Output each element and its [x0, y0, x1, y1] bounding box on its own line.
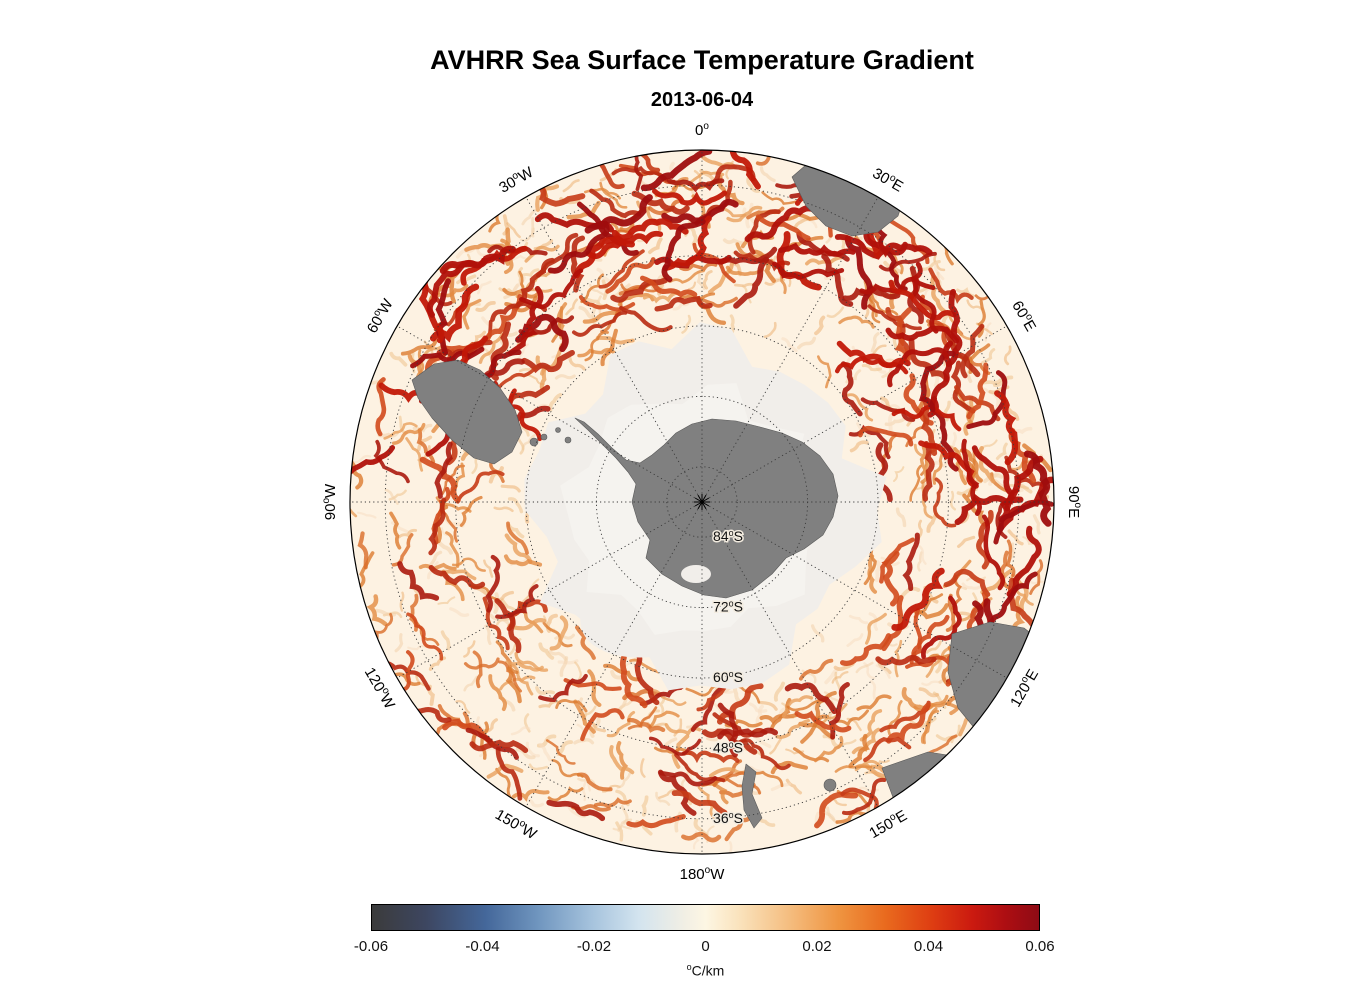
- lat-label: 36oS: [713, 810, 743, 826]
- figure-title: AVHRR Sea Surface Temperature Gradient: [430, 45, 974, 75]
- unit-text: C/km: [691, 962, 725, 979]
- lat-label: 48oS: [713, 739, 743, 755]
- colorbar: [371, 904, 1040, 931]
- falkland-island: [529, 437, 539, 447]
- graticule: [350, 150, 1054, 854]
- colorbar-tick-row: -0.06 -0.04 -0.02 0 0.02 0.04 0.06: [354, 938, 1055, 958]
- polar-map: 84oS 72oS 60oS 48oS 36oS 0o 30oE 60oE 90oE 120oE 1…: [321, 121, 1083, 883]
- lat-label: 84oS: [713, 528, 743, 544]
- lon-label: 60oE: [1008, 298, 1040, 335]
- map-boundary: [349, 149, 1055, 855]
- peninsula-island: [564, 436, 572, 444]
- lon-label: 120oE: [1006, 666, 1042, 710]
- colorbar-tick-label: -0.04: [465, 938, 500, 955]
- landmasses: [411, 150, 1054, 837]
- colorbar-tick-label: -0.02: [576, 938, 612, 955]
- lon-label: 0o: [695, 121, 709, 139]
- tasmania-landmass: [823, 778, 837, 792]
- new-zealand-landmass: [741, 763, 763, 829]
- falkland-island: [540, 433, 548, 441]
- colorbar-tick-label: 0.04: [913, 938, 944, 955]
- south-america-landmass: [411, 359, 523, 465]
- lon-label: 60oW: [363, 295, 397, 336]
- lat-label: 72oS: [713, 599, 743, 615]
- colorbar-unit-label: oC/km: [371, 962, 1040, 979]
- lon-label: 150oE: [866, 806, 910, 842]
- map-canvas: [350, 150, 1054, 854]
- colorbar-tick-label: -0.06: [353, 938, 389, 955]
- antarctica-landmass: [574, 417, 839, 599]
- figure-date: 2013-06-04: [650, 89, 754, 111]
- south-pole-marker: [694, 494, 710, 510]
- lon-label: 90oE: [1065, 486, 1083, 518]
- degree-symbol: o: [686, 962, 692, 972]
- lat-label: 60oS: [713, 669, 743, 685]
- lon-label: 30oE: [870, 164, 907, 196]
- colorbar-tick-label: 0: [701, 938, 710, 955]
- peninsula-island: [555, 427, 561, 433]
- lon-label: 180oW: [680, 865, 726, 883]
- colorbar-tick-label: 0.02: [802, 938, 832, 955]
- ross-ice-shelf: [681, 565, 711, 583]
- lon-label: 90oW: [321, 483, 339, 520]
- colorbar-tick-label: 0.06: [1025, 938, 1055, 955]
- lon-label: 30oW: [496, 162, 537, 196]
- latitude-labels: 84oS 72oS 60oS 48oS 36oS: [712, 527, 745, 828]
